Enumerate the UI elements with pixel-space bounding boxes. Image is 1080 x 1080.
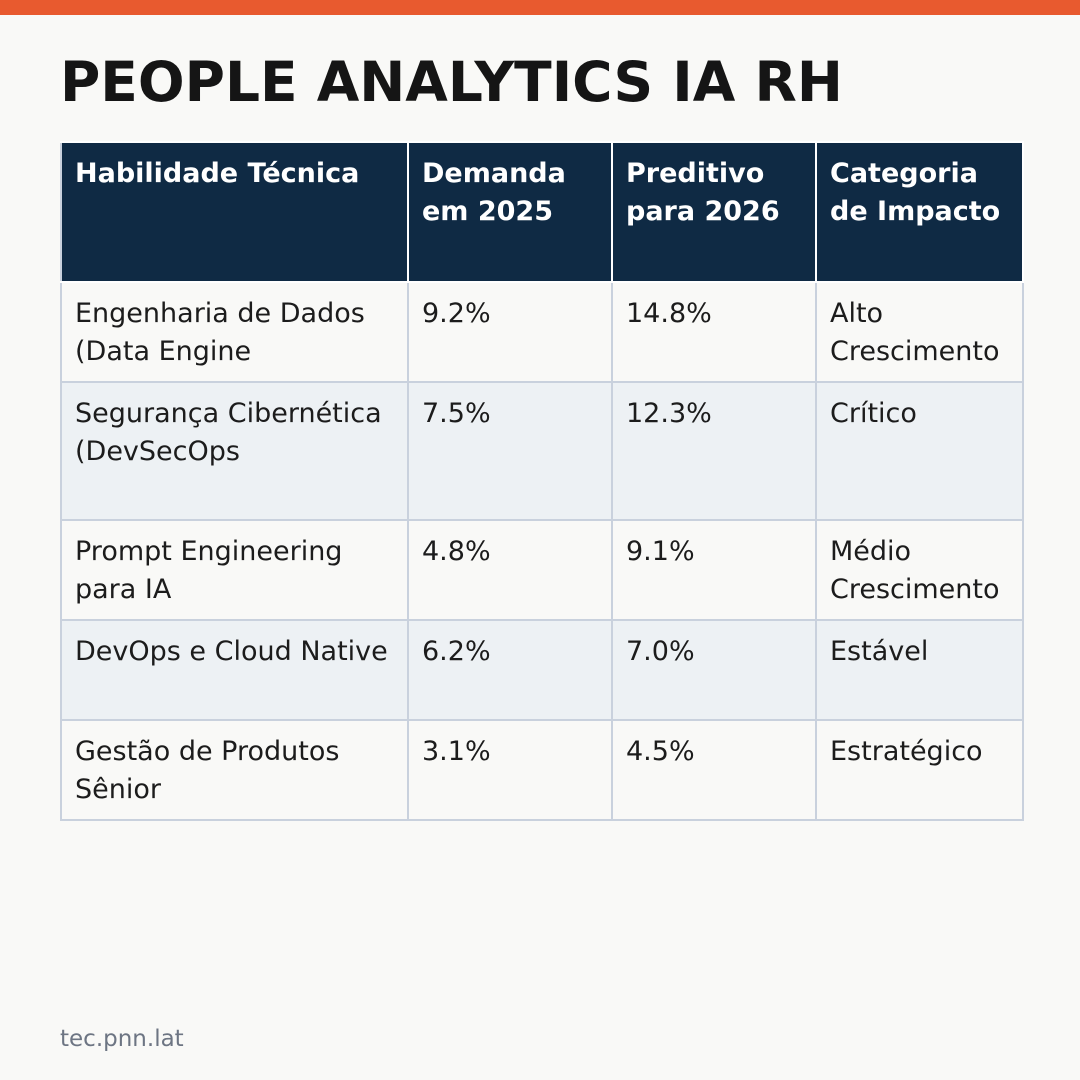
cell-demand-2025: 6.2% [407, 619, 613, 721]
cell-forecast-2026: 7.0% [611, 619, 817, 721]
table-header: Habilidade Técnica Demanda em 2025 Predi… [60, 141, 1024, 283]
page-title: PEOPLE ANALYTICS IA RH [60, 50, 843, 114]
cell-impact: Médio Crescimento [815, 519, 1024, 621]
table-row: DevOps e Cloud Native 6.2% 7.0% Estável [60, 619, 1024, 721]
header-forecast-2026: Preditivo para 2026 [611, 141, 817, 283]
footer-site-url: tec.pnn.lat [60, 1026, 184, 1052]
skills-table: Habilidade Técnica Demanda em 2025 Predi… [60, 141, 1024, 821]
table-row: Prompt Engineering para IA 4.8% 9.1% Méd… [60, 519, 1024, 621]
cell-skill: DevOps e Cloud Native [60, 619, 409, 721]
cell-demand-2025: 4.8% [407, 519, 613, 621]
cell-skill: Engenharia de Dados (Data Engine [60, 281, 409, 383]
cell-impact: Alto Crescimento [815, 281, 1024, 383]
cell-impact: Estratégico [815, 719, 1024, 821]
top-accent-bar [0, 0, 1080, 15]
cell-impact: Crítico [815, 381, 1024, 521]
cell-demand-2025: 9.2% [407, 281, 613, 383]
cell-skill: Prompt Engineering para IA [60, 519, 409, 621]
cell-forecast-2026: 9.1% [611, 519, 817, 621]
cell-forecast-2026: 14.8% [611, 281, 817, 383]
table-row: Gestão de Produtos Sênior 3.1% 4.5% Estr… [60, 719, 1024, 821]
cell-forecast-2026: 4.5% [611, 719, 817, 821]
header-impact-category: Categoria de Impacto [815, 141, 1024, 283]
cell-skill: Segurança Cibernética (DevSecOps [60, 381, 409, 521]
header-demand-2025: Demanda em 2025 [407, 141, 613, 283]
cell-forecast-2026: 12.3% [611, 381, 817, 521]
cell-demand-2025: 7.5% [407, 381, 613, 521]
table-row: Segurança Cibernética (DevSecOps 7.5% 12… [60, 381, 1024, 521]
cell-impact: Estável [815, 619, 1024, 721]
header-skill: Habilidade Técnica [60, 141, 409, 283]
header-row: Habilidade Técnica Demanda em 2025 Predi… [60, 141, 1024, 283]
cell-demand-2025: 3.1% [407, 719, 613, 821]
table-body: Engenharia de Dados (Data Engine 9.2% 14… [60, 281, 1024, 821]
table-row: Engenharia de Dados (Data Engine 9.2% 14… [60, 281, 1024, 383]
cell-skill: Gestão de Produtos Sênior [60, 719, 409, 821]
